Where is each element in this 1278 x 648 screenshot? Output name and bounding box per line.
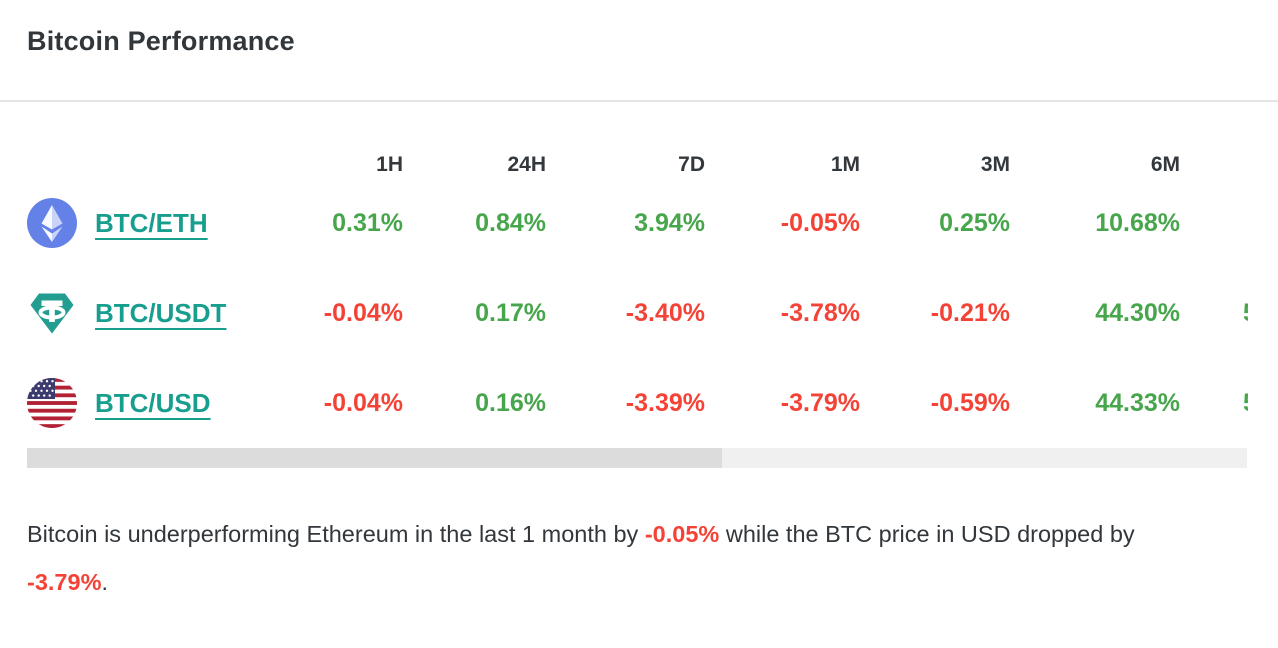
btc-eth-1h: 0.31% <box>332 208 403 237</box>
btc-usdt-3m: -0.21% <box>930 298 1010 327</box>
btc-usdt-7d: -3.40% <box>625 298 705 327</box>
column-header-3m: 3M <box>980 153 1010 176</box>
btc-usd-6m: 44.33% <box>1095 388 1180 417</box>
column-header-1h: 1H <box>376 153 403 176</box>
btc-eth-24h: 0.84% <box>475 208 546 237</box>
column-header-7d: 7D <box>678 153 705 176</box>
btc-usd-1h: -0.04% <box>323 388 403 417</box>
tether-icon <box>30 293 74 334</box>
btc-usdt-6m: 44.30% <box>1095 298 1180 327</box>
performance-table: 1H 24H 7D 1M 3M 6M BTC/ETH <box>27 152 1251 448</box>
pair-link-btc-usdt[interactable]: BTC/USDT <box>95 297 227 328</box>
pair-link-btc-usd[interactable]: BTC/USD <box>95 387 211 418</box>
btc-usdt-clipped-value: 5 <box>1180 295 1248 331</box>
btc-usd-1m: -3.79% <box>780 388 860 417</box>
btc-eth-6m: 10.68% <box>1095 208 1180 237</box>
us-flag-icon <box>27 378 77 428</box>
table-header-row: 1H 24H 7D 1M 3M 6M <box>27 152 1251 178</box>
table-row-btc-eth: BTC/ETH 0.31% 0.84% 3.94% -0.05% 0.25% 1… <box>27 178 1251 268</box>
btc-usd-3m: -0.59% <box>930 388 1010 417</box>
column-header-6m: 6M <box>1150 153 1180 176</box>
btc-usdt-1h: -0.04% <box>323 298 403 327</box>
column-header-1m: 1M <box>830 153 860 176</box>
btc-usd-24h: 0.16% <box>475 388 546 417</box>
summary-1m-change: -0.05% <box>644 521 720 547</box>
ethereum-icon <box>27 198 77 248</box>
table-row-btc-usd: BTC/USD -0.04% 0.16% -3.39% -3.79% -0.59… <box>27 358 1251 448</box>
btc-usdt-24h: 0.17% <box>475 298 546 327</box>
btc-eth-3m: 0.25% <box>939 208 1010 237</box>
column-header-24h: 24H <box>507 153 546 176</box>
btc-usdt-1m: -3.78% <box>780 298 860 327</box>
btc-eth-7d: 3.94% <box>634 208 705 237</box>
performance-summary-text: Bitcoin is underperforming Ethereum in t… <box>27 521 1135 595</box>
title-divider <box>0 100 1278 102</box>
btc-usd-clipped-value: 5 <box>1180 385 1248 421</box>
page-title: Bitcoin Performance <box>27 26 295 56</box>
btc-usd-7d: -3.39% <box>625 388 705 417</box>
horizontal-scrollbar-track[interactable] <box>27 448 1247 468</box>
btc-eth-1m: -0.05% <box>780 208 860 237</box>
btc-eth-clipped-value <box>1180 205 1248 241</box>
pair-link-btc-eth[interactable]: BTC/ETH <box>95 207 208 238</box>
table-row-btc-usdt: BTC/USDT -0.04% 0.17% -3.40% -3.78% -0.2… <box>27 268 1251 358</box>
summary-usd-change: -3.79% <box>27 569 102 595</box>
horizontal-scrollbar-thumb[interactable] <box>27 448 723 468</box>
